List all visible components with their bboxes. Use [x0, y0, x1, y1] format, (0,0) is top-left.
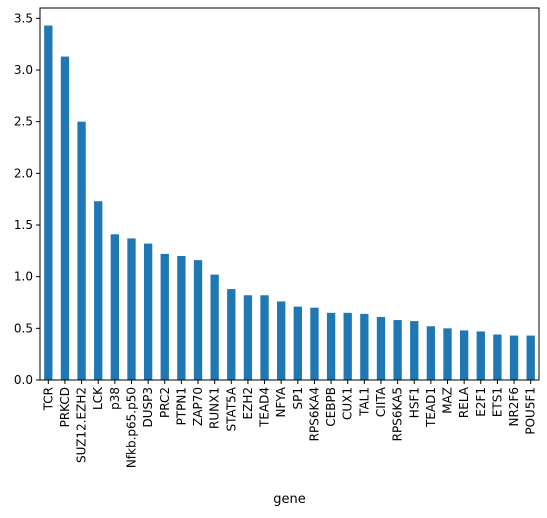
- bar-TEAD1: [426, 326, 436, 380]
- bar-p38: [110, 234, 120, 380]
- bar-RPS6KA5: [393, 320, 402, 380]
- x-tick-label: p38: [108, 387, 122, 410]
- y-tick-label: 3.5: [14, 11, 33, 25]
- bar-CUX1: [343, 312, 352, 380]
- x-tick-label: LCK: [91, 386, 105, 410]
- x-tick-label: NFYA: [274, 386, 288, 417]
- bar-PTPN1: [177, 256, 186, 380]
- x-tick-label: PRC2: [158, 387, 172, 418]
- x-axis: TCR PRKCD SUZ12.EZH2 LCK p38 Nfkb.p65.p50 DUSP…: [41, 380, 538, 468]
- x-tick-label: PRKCD: [58, 387, 72, 427]
- x-tick-label: CEBPB: [324, 387, 338, 427]
- x-tick-label: TEAD4: [258, 387, 272, 428]
- x-tick-label: STAT5A: [224, 386, 238, 431]
- bar-SUZ12.EZH2: [77, 121, 86, 381]
- x-axis-label: gene: [273, 492, 306, 507]
- x-tick-label: SUZ12.EZH2: [75, 387, 89, 463]
- bar-RELA: [459, 330, 469, 380]
- bar-LCK: [94, 201, 103, 380]
- bar-RPS6KA4: [310, 307, 319, 380]
- bar-DUSP3: [143, 243, 153, 380]
- bar-RUNX1: [210, 274, 219, 380]
- bar-TEAD4: [260, 295, 269, 380]
- y-tick-label: 2.5: [14, 115, 33, 129]
- x-tick-label: SP1: [291, 387, 305, 410]
- x-tick-label: MAZ: [441, 387, 455, 414]
- x-tick-label: Nfkb.p65.p50: [124, 387, 138, 468]
- x-tick-label: TCR: [41, 387, 55, 411]
- y-tick-label: 1.0: [14, 270, 33, 284]
- bar-CIITA: [376, 316, 386, 380]
- y-tick-label: 2.0: [14, 166, 33, 180]
- bar-CEBPB: [326, 312, 336, 380]
- x-tick-label: POU5F1: [524, 387, 538, 435]
- x-tick-label: E2F1: [474, 387, 488, 417]
- bar-PRC2: [160, 253, 169, 380]
- x-tick-label: CIITA: [374, 386, 388, 417]
- bar-HSF1: [410, 321, 419, 380]
- bar-STAT5A: [227, 289, 236, 380]
- y-axis: 0.0 0.5 1.0 1.5 2.0 2.5 3.0 3.5: [14, 11, 40, 387]
- y-tick-label: 3.0: [14, 63, 33, 77]
- x-tick-label: CUX1: [341, 387, 355, 420]
- bar-EZH2: [243, 295, 253, 380]
- x-tick-label: RPS6KA5: [391, 387, 405, 441]
- x-tick-label: NR2F6: [507, 387, 521, 427]
- bar-NFYA: [277, 301, 286, 380]
- x-tick-label: RUNX1: [208, 387, 222, 429]
- x-tick-label: TAL1: [357, 387, 371, 417]
- bar-Nfkb.p65.p50: [127, 238, 136, 380]
- bar-POU5F1: [526, 335, 535, 380]
- x-tick-label: DUSP3: [141, 387, 155, 428]
- x-tick-label: EZH2: [241, 387, 255, 419]
- x-tick-label: TEAD1: [424, 387, 438, 428]
- plot-frame: [39, 7, 540, 381]
- x-tick-label: RPS6KA4: [307, 387, 321, 441]
- bar-ZAP70: [193, 260, 203, 380]
- x-tick-label: PTPN1: [174, 387, 188, 425]
- x-tick-label: ETS1: [490, 387, 504, 417]
- y-tick-label: 0.0: [14, 373, 33, 387]
- bar-NR2F6: [509, 335, 519, 380]
- y-tick-label: 0.5: [14, 321, 33, 335]
- bar-SP1: [293, 306, 302, 380]
- y-tick-label: 1.5: [14, 218, 33, 232]
- x-tick-label: HSF1: [407, 387, 421, 418]
- x-tick-label: ZAP70: [191, 387, 205, 426]
- bar-TAL1: [360, 313, 369, 380]
- bar-ETS1: [493, 334, 502, 380]
- bar-E2F1: [476, 331, 485, 380]
- bar-PRKCD: [60, 56, 70, 381]
- x-tick-label: RELA: [457, 386, 471, 418]
- bar-TCR: [44, 25, 53, 381]
- bars-group: [44, 25, 535, 381]
- bar-MAZ: [443, 328, 452, 380]
